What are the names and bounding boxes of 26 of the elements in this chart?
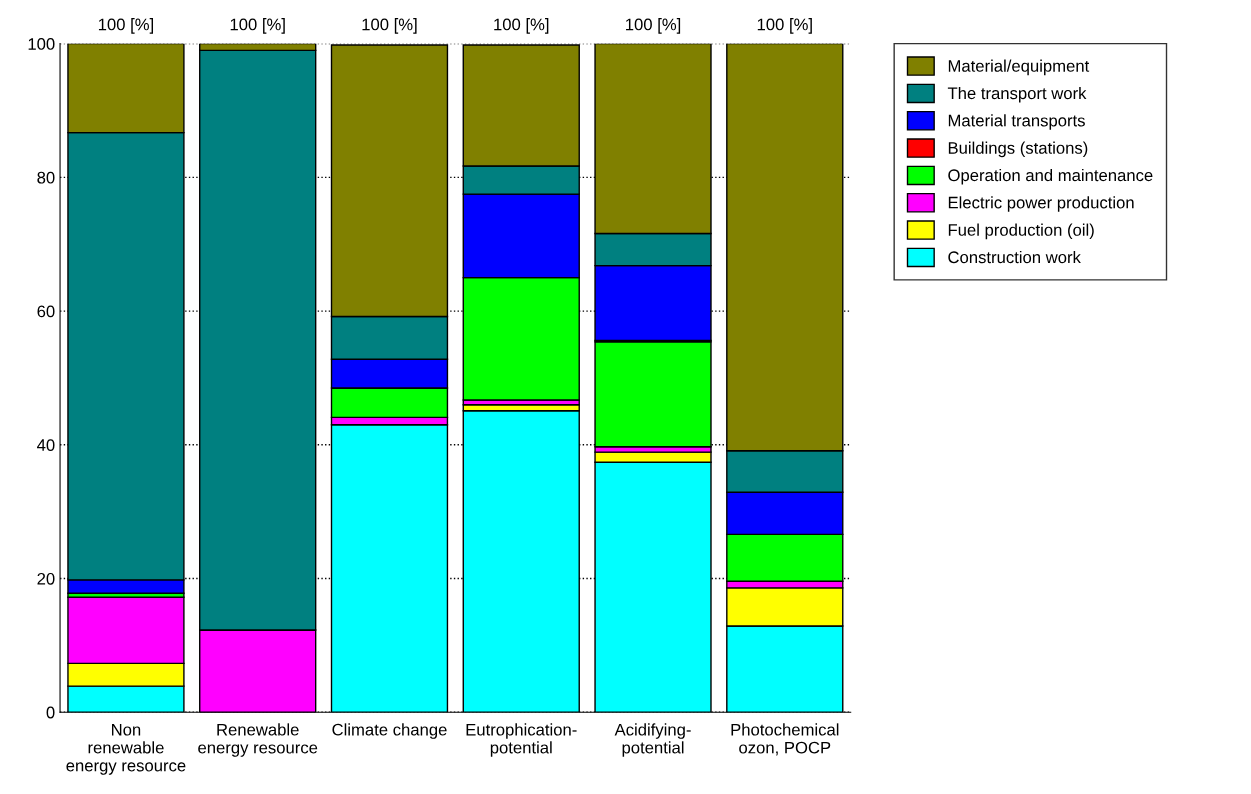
- y-tick-label: 40: [37, 439, 55, 451]
- x-tick-label: Photochemical ozon, POCP: [731, 723, 839, 756]
- total-label: 100 [%]: [362, 18, 417, 34]
- legend-label: Fuel production (oil): [948, 223, 1094, 240]
- total-label: 100 [%]: [626, 18, 681, 34]
- total-label: 100 [%]: [757, 18, 812, 34]
- legend-label: Electric power production: [948, 196, 1134, 212]
- legend-label: Material/equipment: [948, 59, 1090, 76]
- total-label: 100 [%]: [98, 18, 154, 34]
- x-tick-label: Climate change: [332, 723, 447, 739]
- y-tick-label: 60: [37, 305, 55, 318]
- x-tick-label: Non renewable energy resource: [66, 723, 186, 775]
- total-label: 100 [%]: [230, 18, 285, 34]
- y-tick-label: 80: [37, 171, 55, 184]
- x-tick-label: Renewable energy resource: [198, 723, 318, 757]
- legend-label: Construction work: [948, 250, 1081, 264]
- x-tick-label: Eutrophication- potential: [466, 723, 577, 757]
- legend-label: The transport work: [947, 86, 1087, 103]
- y-tick-label: 100: [28, 38, 55, 50]
- y-tick-label: 20: [37, 572, 55, 585]
- y-tick-label: 0: [46, 706, 55, 719]
- total-label: 100 [%]: [494, 18, 549, 34]
- legend-label: Buildings (stations): [948, 141, 1088, 158]
- x-tick-label: Acidifying- potential: [614, 723, 691, 757]
- legend-label: Operation and maintenance: [948, 168, 1153, 185]
- legend-label: Material transports: [948, 114, 1085, 130]
